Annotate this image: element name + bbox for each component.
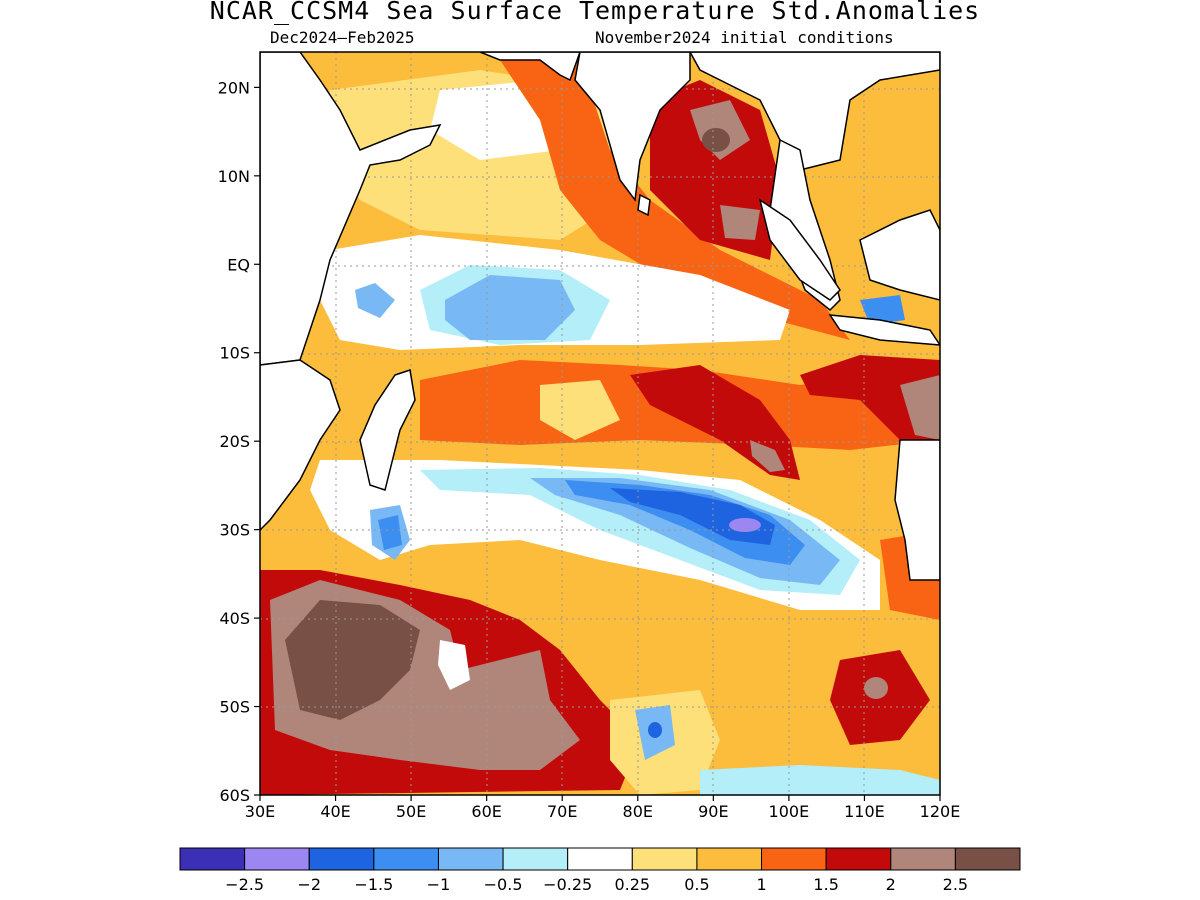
lat-tick-label: 40S xyxy=(219,609,250,628)
lon-tick-label: 120E xyxy=(920,802,961,821)
lat-tick-label: 10S xyxy=(219,344,250,363)
lon-tick-label: 90E xyxy=(698,802,728,821)
colorbar-label: −1.5 xyxy=(354,875,393,894)
java-land xyxy=(828,314,940,346)
lat-tick-label: 20N xyxy=(218,78,250,97)
colorbar: −2.5 −2 −1.5 −1 −0.5 −0.25 0.25 0.5 1 1.5 2 2.5 xyxy=(179,847,1021,894)
colorbar-swatch xyxy=(437,847,504,871)
colorbar-label: −2.5 xyxy=(225,875,264,894)
anomaly-subtropical-cool-core xyxy=(565,480,805,565)
colorbar-swatch xyxy=(502,847,569,871)
borneo-land xyxy=(859,209,940,301)
colorbar-label: −2 xyxy=(297,875,321,894)
initial-conditions-label: November2024 initial conditions xyxy=(595,28,894,47)
lat-tick-label: EQ xyxy=(227,255,250,274)
colorbar-swatch xyxy=(567,847,633,871)
lat-tick-label: 50S xyxy=(219,698,250,717)
anomaly-south-east-cool xyxy=(700,765,940,795)
lat-tick-label: 10N xyxy=(218,167,250,186)
australia-land xyxy=(894,439,940,581)
forecast-period: Dec2024–Feb2025 xyxy=(270,28,415,47)
anomaly-west-subtropical-cool-core xyxy=(378,515,402,550)
colorbar-swatch xyxy=(954,847,1021,871)
anomaly-timor-cool xyxy=(860,295,905,325)
anomaly-field xyxy=(260,52,940,795)
anomaly-west-equatorial-cool xyxy=(355,283,395,318)
anomaly-east-warm-peak xyxy=(900,375,940,440)
colorbar-label: 2 xyxy=(886,875,896,894)
anomaly-subtropical-cool-max xyxy=(610,488,775,545)
lon-tick-label: 30E xyxy=(245,802,275,821)
india-land xyxy=(574,52,691,202)
map-title: NCAR_CCSM4 Sea Surface Temperature Std.A… xyxy=(209,0,981,25)
lat-tick-label: 30S xyxy=(219,521,250,540)
anomaly-east-warm xyxy=(800,355,940,440)
colorbar-swatch xyxy=(825,847,892,871)
lon-tick-label: 40E xyxy=(320,802,350,821)
plot-frame xyxy=(259,51,941,796)
anomaly-south-central-cool-core xyxy=(648,722,662,738)
colorbar-swatch xyxy=(761,847,827,871)
colorbar-swatch xyxy=(244,847,310,871)
anomaly-south-warm-peak xyxy=(750,440,785,472)
land xyxy=(260,52,940,581)
lat-tick-label: 20S xyxy=(219,432,250,451)
africa-land xyxy=(260,52,442,366)
colorbar-swatch xyxy=(890,847,956,871)
anomaly-south-warm-gap xyxy=(540,380,620,440)
colorbar-label: 2.5 xyxy=(943,875,968,894)
colorbar-label: −1 xyxy=(427,875,451,894)
anomaly-andaman xyxy=(720,205,760,240)
colorbar-swatch xyxy=(696,847,763,871)
lon-tick-label: 60E xyxy=(471,802,501,821)
colorbar-label: −0.5 xyxy=(484,875,523,894)
lon-tick-label: 110E xyxy=(844,802,885,821)
lon-tick-label: 100E xyxy=(769,802,810,821)
lon-tick-label: 50E xyxy=(396,802,426,821)
sumatra-land xyxy=(758,198,841,301)
anomaly-north-warm-band xyxy=(500,60,850,340)
colorbar-label: 1 xyxy=(756,875,766,894)
colorbar-swatch xyxy=(631,847,698,871)
anomaly-southern-neutral-spot xyxy=(438,640,470,690)
colorbar-swatch xyxy=(308,847,375,871)
lon-tick-label: 80E xyxy=(623,802,653,821)
colorbar-swatch xyxy=(179,847,246,871)
madagascar-land xyxy=(359,369,416,491)
colorbar-label: 0.5 xyxy=(684,875,709,894)
anomaly-equatorial-cool-core xyxy=(445,275,575,340)
anomaly-southern-warm-max xyxy=(285,600,420,720)
lon-tick-label: 70E xyxy=(547,802,577,821)
anomaly-bay-max xyxy=(702,128,730,152)
colorbar-label: −0.25 xyxy=(543,875,592,894)
anomaly-coolest-spot xyxy=(729,518,761,532)
colorbar-label: 0.25 xyxy=(614,875,650,894)
southeast-asia-land xyxy=(689,52,940,171)
colorbar-label: 1.5 xyxy=(813,875,838,894)
southern-africa-land xyxy=(260,359,341,532)
latitude-axis: 20N 10N EQ 10S 20S 30S 40S 50S 60S xyxy=(218,78,260,805)
lat-tick-label: 60S xyxy=(219,786,250,805)
sri-lanka-land xyxy=(637,193,651,217)
longitude-axis: 30E 40E 50E 60E 70E 80E 90E 100E 110E 120E xyxy=(245,795,961,821)
arabian-coast-land xyxy=(479,52,581,82)
colorbar-swatch xyxy=(373,847,439,871)
gridlines xyxy=(260,52,940,795)
anomaly-south-east-warm-peak xyxy=(864,677,888,699)
